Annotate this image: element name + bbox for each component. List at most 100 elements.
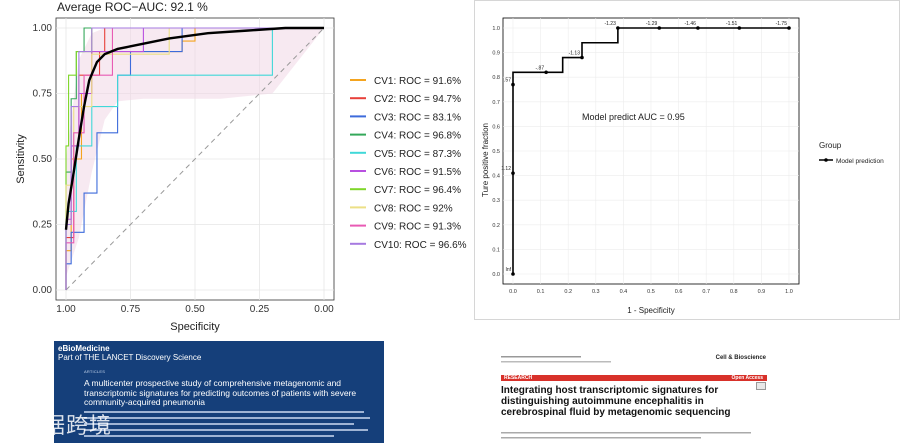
cutoff-model-curve bbox=[512, 27, 789, 274]
roc-legend: CV1: ROC = 91.6% CV2: ROC = 94.7% CV3: ROC… bbox=[350, 76, 467, 251]
roc-legend-label: CV6: ROC = 91.5% bbox=[374, 167, 461, 178]
roc-y-ticks: 0.00 0.25 0.50 0.75 1.00 bbox=[33, 23, 53, 296]
cutoff-point bbox=[580, 55, 584, 60]
cb-section-bar: RESEARCH Open Access bbox=[501, 375, 767, 381]
cutoff-x-axis-label: 1 - Specificity bbox=[627, 306, 675, 315]
cutoff-point-label: 1.12 bbox=[501, 166, 511, 172]
roc-x-axis-label: Specificity bbox=[170, 321, 220, 333]
ebio-illegible-authors bbox=[84, 411, 370, 437]
cutoff-y-tick-label: 0.9 bbox=[492, 51, 500, 57]
roc-y-tick-label: 0.00 bbox=[33, 285, 53, 296]
roc-chart-title: Average ROC−AUC: 92.1 % bbox=[57, 0, 208, 14]
cutoff-auc-annotation: Model predict AUC = 0.95 bbox=[582, 112, 685, 122]
cutoff-point bbox=[544, 70, 548, 75]
cutoff-point bbox=[696, 26, 700, 30]
cutoff-legend-point-swatch bbox=[824, 158, 828, 162]
cell-bioscience-article-clipping: Cell & Bioscience RESEARCH Open Access I… bbox=[497, 352, 772, 443]
cb-illegible-authors bbox=[501, 432, 751, 439]
cutoff-x-tick-label: 0.5 bbox=[647, 289, 655, 295]
roc-x-ticks: 1.00 0.75 0.50 0.25 0.00 bbox=[56, 304, 334, 315]
cutoff-y-tick-label: 0.3 bbox=[492, 198, 500, 204]
cutoff-x-tick-label: 0.9 bbox=[758, 289, 766, 295]
roc-legend-label: CV10: ROC = 96.6% bbox=[374, 240, 467, 251]
roc-legend-label: CV1: ROC = 91.6% bbox=[374, 76, 461, 87]
cutoff-point bbox=[511, 171, 515, 175]
ebio-author-block-placeholder bbox=[84, 409, 376, 441]
cutoff-point-label: Inf bbox=[505, 267, 511, 273]
roc-chart: Average ROC−AUC: 92.1 % 1.00 0.75 0.50 0.25… bbox=[15, 0, 467, 333]
cutoff-x-tick-label: 0.8 bbox=[730, 289, 738, 295]
cutoff-roc-chart-panel: Inf 1.12 .57 -.87 -1.13 -1.23 -1.29 -1.46 -1.51 -… bbox=[474, 0, 900, 333]
cutoff-points-group: Inf 1.12 .57 -.87 -1.13 -1.23 -1.29 -1.46 -1.51 -… bbox=[501, 21, 791, 276]
roc-chart-panel: Average ROC−AUC: 92.1 % 1.00 0.75 0.50 0.25… bbox=[0, 0, 474, 333]
cutoff-y-tick-label: 0.2 bbox=[492, 223, 500, 229]
ebio-article-title: A multicenter prospective study of compr… bbox=[84, 378, 357, 407]
ebio-kicker: ARTICLES bbox=[84, 369, 106, 374]
roc-average-curve bbox=[64, 26, 324, 230]
cutoff-point-label: .57 bbox=[504, 78, 511, 84]
roc-series-cv9 bbox=[65, 27, 324, 290]
cb-illegible-citation bbox=[501, 356, 611, 363]
cutoff-x-tick-label: 0.2 bbox=[564, 289, 572, 295]
roc-series-group bbox=[64, 26, 324, 290]
roc-chance-line bbox=[65, 27, 325, 291]
roc-series-cv8 bbox=[65, 27, 324, 290]
cutoff-roc-chart: Inf 1.12 .57 -.87 -1.13 -1.23 -1.29 -1.46 -1.51 -… bbox=[474, 0, 900, 320]
roc-series-cv4 bbox=[65, 27, 324, 290]
cutoff-x-tick-label: 0.4 bbox=[620, 289, 628, 295]
cutoff-point-label: -1.29 bbox=[646, 21, 658, 27]
roc-x-tick-label: 0.00 bbox=[314, 304, 334, 315]
cutoff-y-tick-label: 1.0 bbox=[492, 26, 500, 32]
roc-x-tick-label: 1.00 bbox=[56, 304, 76, 315]
cutoff-point bbox=[511, 272, 515, 276]
roc-legend-label: CV5: ROC = 87.3% bbox=[374, 149, 461, 160]
roc-y-tick-label: 0.50 bbox=[33, 154, 53, 165]
cutoff-point-label: -1.75 bbox=[776, 21, 788, 27]
ebio-brand: eBioMedicine Part of THE LANCET Discover… bbox=[58, 344, 201, 362]
cb-crossmark-icon bbox=[756, 382, 766, 390]
roc-legend-label: CV4: ROC = 96.8% bbox=[374, 131, 461, 142]
cutoff-point-label: -1.51 bbox=[726, 21, 738, 27]
cutoff-x-tick-label: 0.7 bbox=[702, 289, 710, 295]
cutoff-y-axis-label: Ture positive fraction bbox=[481, 123, 490, 197]
cb-research-label: RESEARCH bbox=[504, 375, 533, 381]
cutoff-y-tick-label: 0.6 bbox=[492, 124, 500, 130]
cutoff-y-tick-label: 0.5 bbox=[492, 149, 500, 155]
cutoff-x-tick-label: 0.3 bbox=[592, 289, 600, 295]
cb-open-access-label: Open Access bbox=[731, 375, 764, 381]
roc-y-tick-label: 0.75 bbox=[33, 89, 53, 100]
cutoff-point bbox=[616, 26, 620, 30]
cutoff-point-label: -1.23 bbox=[604, 21, 616, 27]
cutoff-y-ticks: 0.0 0.1 0.2 0.3 0.4 0.5 0.6 0.7 0.8 0.9 1.0 bbox=[492, 26, 500, 278]
roc-legend-label: CV3: ROC = 83.1% bbox=[374, 112, 461, 123]
roc-y-tick-label: 1.00 bbox=[33, 23, 53, 34]
cutoff-x-ticks: 0.0 0.1 0.2 0.3 0.4 0.5 0.6 0.7 0.8 0.9 1.0 bbox=[509, 289, 793, 295]
cutoff-point bbox=[737, 26, 742, 30]
roc-x-tick-label: 0.50 bbox=[185, 304, 205, 315]
roc-legend-label: CV8: ROC = 92% bbox=[374, 203, 453, 214]
roc-legend-label: CV7: ROC = 96.4% bbox=[374, 185, 461, 196]
roc-legend-label: CV2: ROC = 94.7% bbox=[374, 94, 461, 105]
cutoff-x-tick-label: 0.1 bbox=[537, 289, 545, 295]
cutoff-point-label: -1.13 bbox=[569, 51, 581, 57]
cutoff-x-tick-label: 1.0 bbox=[785, 289, 793, 295]
cutoff-point bbox=[511, 82, 515, 87]
roc-x-tick-label: 0.25 bbox=[250, 304, 270, 315]
cutoff-y-tick-label: 0.1 bbox=[492, 247, 500, 253]
roc-y-axis-label: Sensitivity bbox=[15, 134, 27, 184]
cb-article-title: Integrating host transcriptomic signatur… bbox=[501, 385, 731, 418]
cb-header: Cell & Bioscience bbox=[497, 352, 772, 362]
cutoff-point-label: -.87 bbox=[535, 65, 544, 71]
cutoff-y-tick-label: 0.0 bbox=[492, 272, 500, 278]
ebio-brand-name: eBioMedicine bbox=[58, 344, 110, 353]
roc-diagonal bbox=[65, 27, 325, 291]
cutoff-series-group bbox=[512, 27, 789, 274]
cutoff-x-tick-label: 0.6 bbox=[675, 289, 683, 295]
ebio-brand-subtitle: Part of THE LANCET Discovery Science bbox=[58, 353, 202, 362]
roc-y-tick-label: 0.25 bbox=[33, 220, 53, 231]
cutoff-point bbox=[657, 26, 662, 30]
cutoff-point-label: -1.46 bbox=[685, 21, 697, 27]
cb-journal-name: Cell & Bioscience bbox=[715, 355, 766, 361]
roc-x-tick-label: 0.75 bbox=[121, 304, 141, 315]
ebiomedicine-article-clipping: eBioMedicine Part of THE LANCET Discover… bbox=[54, 341, 384, 443]
